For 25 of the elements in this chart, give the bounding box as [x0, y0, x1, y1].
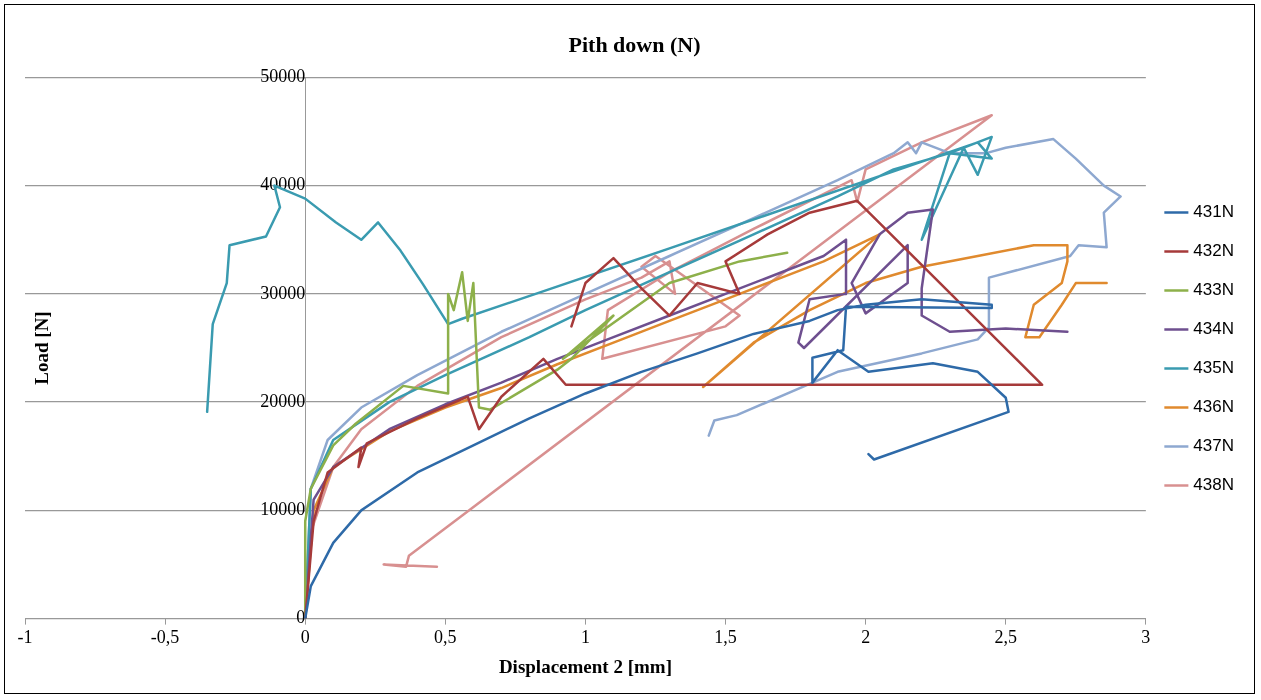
x-tick-label: 0,5	[434, 627, 457, 648]
x-tick-label: -0,5	[150, 627, 180, 648]
x-tick-label: -1	[17, 627, 33, 648]
legend-label: 433N	[1193, 280, 1234, 300]
x-tick-label: 2	[861, 627, 871, 648]
x-tick-label: 1,5	[714, 627, 737, 648]
legend-label: 437N	[1193, 436, 1234, 456]
y-tick-label: 20000	[260, 390, 306, 411]
legend-label: 436N	[1193, 397, 1234, 417]
legend-label: 438N	[1193, 475, 1234, 495]
x-axis-title: Displacement 2 [mm]	[498, 655, 672, 677]
chart-title: Pith down (N)	[568, 31, 701, 57]
legend-label: 434N	[1193, 319, 1234, 339]
y-axis-title: Load [N]	[30, 311, 52, 385]
y-tick-label: 0	[296, 607, 306, 628]
y-tick-label: 30000	[260, 282, 306, 303]
x-tick-label: 2,5	[994, 627, 1017, 648]
legend-label: 431N	[1193, 202, 1234, 222]
legend-label: 435N	[1193, 358, 1234, 378]
y-tick-label: 50000	[260, 66, 306, 87]
x-tick-label: 3	[1141, 627, 1151, 648]
legend-label: 432N	[1193, 241, 1234, 261]
y-tick-label: 40000	[260, 174, 306, 195]
y-tick-label: 10000	[260, 499, 306, 520]
x-tick-label: 1	[580, 627, 590, 648]
